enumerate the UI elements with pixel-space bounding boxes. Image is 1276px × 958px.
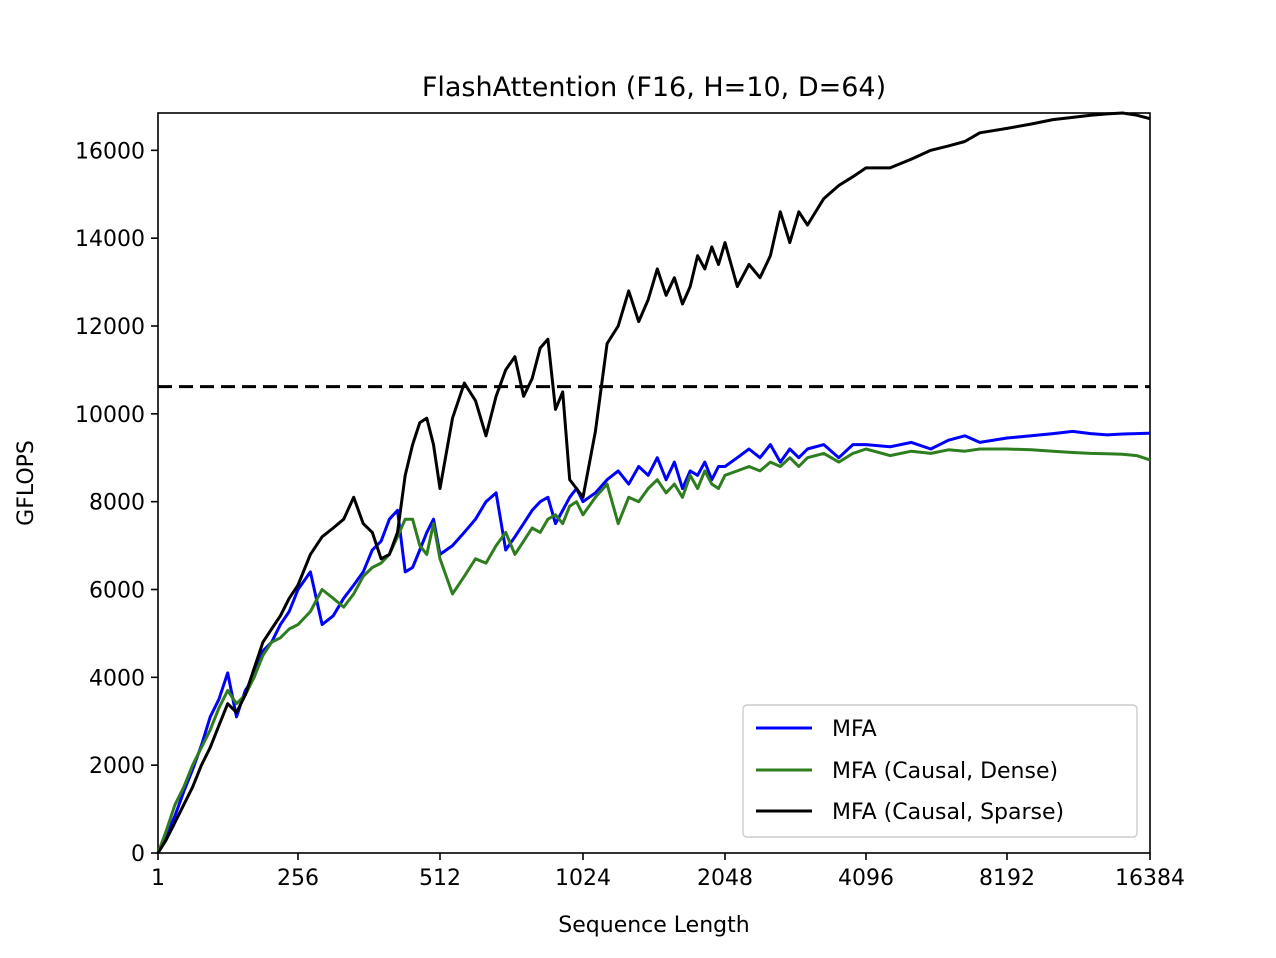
- x-tick-label: 4096: [838, 866, 894, 891]
- y-tick-label: 8000: [89, 491, 145, 516]
- x-axis-ticks: 1 256 512 1024 2048 4096 8192 16384: [151, 853, 1185, 891]
- y-tick-label: 14000: [75, 227, 145, 252]
- y-tick-label: 2000: [89, 754, 145, 779]
- legend-label-causal-sparse: MFA (Causal, Sparse): [832, 800, 1064, 825]
- y-tick-label: 10000: [75, 403, 145, 428]
- x-axis-label: Sequence Length: [558, 913, 749, 938]
- x-tick-label: 256: [277, 866, 319, 891]
- y-axis-label: GFLOPS: [14, 440, 39, 526]
- y-tick-label: 12000: [75, 315, 145, 340]
- series-line-causal-sparse: [156, 111, 1151, 854]
- legend-label-causal-dense: MFA (Causal, Dense): [832, 759, 1058, 784]
- y-tick-label: 4000: [89, 666, 145, 691]
- x-tick-label: 1024: [555, 866, 611, 891]
- x-tick-label: 1: [151, 866, 165, 891]
- y-axis-ticks: 0 2000 4000 6000 8000 10000 12000 14000 16000: [75, 139, 158, 867]
- chart-title: FlashAttention (F16, H=10, D=64): [422, 72, 886, 103]
- legend: MFA MFA (Causal, Dense) MFA (Causal, Spa…: [742, 704, 1138, 838]
- legend-box: [742, 704, 1138, 838]
- series-line-causal-dense: [156, 447, 1151, 854]
- series-line-mfa: [156, 429, 1151, 854]
- series-lines: [156, 111, 1151, 854]
- x-tick-label: 8192: [979, 866, 1035, 891]
- plot-area-frame: [157, 112, 1151, 854]
- y-tick-label: 0: [131, 842, 145, 867]
- y-tick-label: 16000: [75, 139, 145, 164]
- x-tick-label: 512: [419, 866, 461, 891]
- x-tick-label: 16384: [1115, 866, 1185, 891]
- y-tick-label: 6000: [89, 578, 145, 603]
- x-tick-label: 2048: [697, 866, 753, 891]
- legend-label-mfa: MFA: [832, 717, 877, 742]
